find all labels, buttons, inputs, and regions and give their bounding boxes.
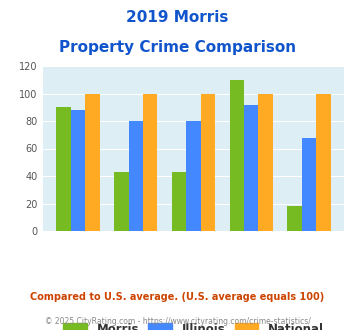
Bar [129, 121, 143, 231]
Legend: Morris, Illinois, National: Morris, Illinois, National [63, 323, 324, 330]
Text: © 2025 CityRating.com - https://www.cityrating.com/crime-statistics/: © 2025 CityRating.com - https://www.city… [45, 317, 310, 326]
Text: Property Crime Comparison: Property Crime Comparison [59, 40, 296, 54]
Bar [71, 110, 85, 231]
Bar [258, 93, 273, 231]
Bar [186, 121, 201, 231]
Bar [85, 93, 100, 231]
Bar [230, 80, 244, 231]
Bar [172, 172, 186, 231]
Text: 2019 Morris: 2019 Morris [126, 10, 229, 25]
Bar [302, 138, 316, 231]
Bar [56, 107, 71, 231]
Bar [287, 206, 302, 231]
Text: Compared to U.S. average. (U.S. average equals 100): Compared to U.S. average. (U.S. average … [31, 292, 324, 302]
Bar [143, 93, 157, 231]
Bar [316, 93, 331, 231]
Bar [201, 93, 215, 231]
Bar [244, 105, 258, 231]
Bar [114, 172, 129, 231]
